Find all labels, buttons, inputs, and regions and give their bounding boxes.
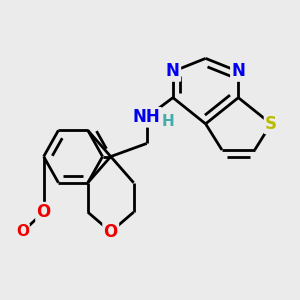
Text: S: S <box>265 115 277 133</box>
Text: O: O <box>103 223 118 241</box>
Text: N: N <box>231 62 245 80</box>
Text: O: O <box>37 203 51 221</box>
Text: O: O <box>16 224 29 239</box>
Text: H: H <box>162 114 174 129</box>
Text: N: N <box>166 62 180 80</box>
Text: NH: NH <box>133 108 160 126</box>
